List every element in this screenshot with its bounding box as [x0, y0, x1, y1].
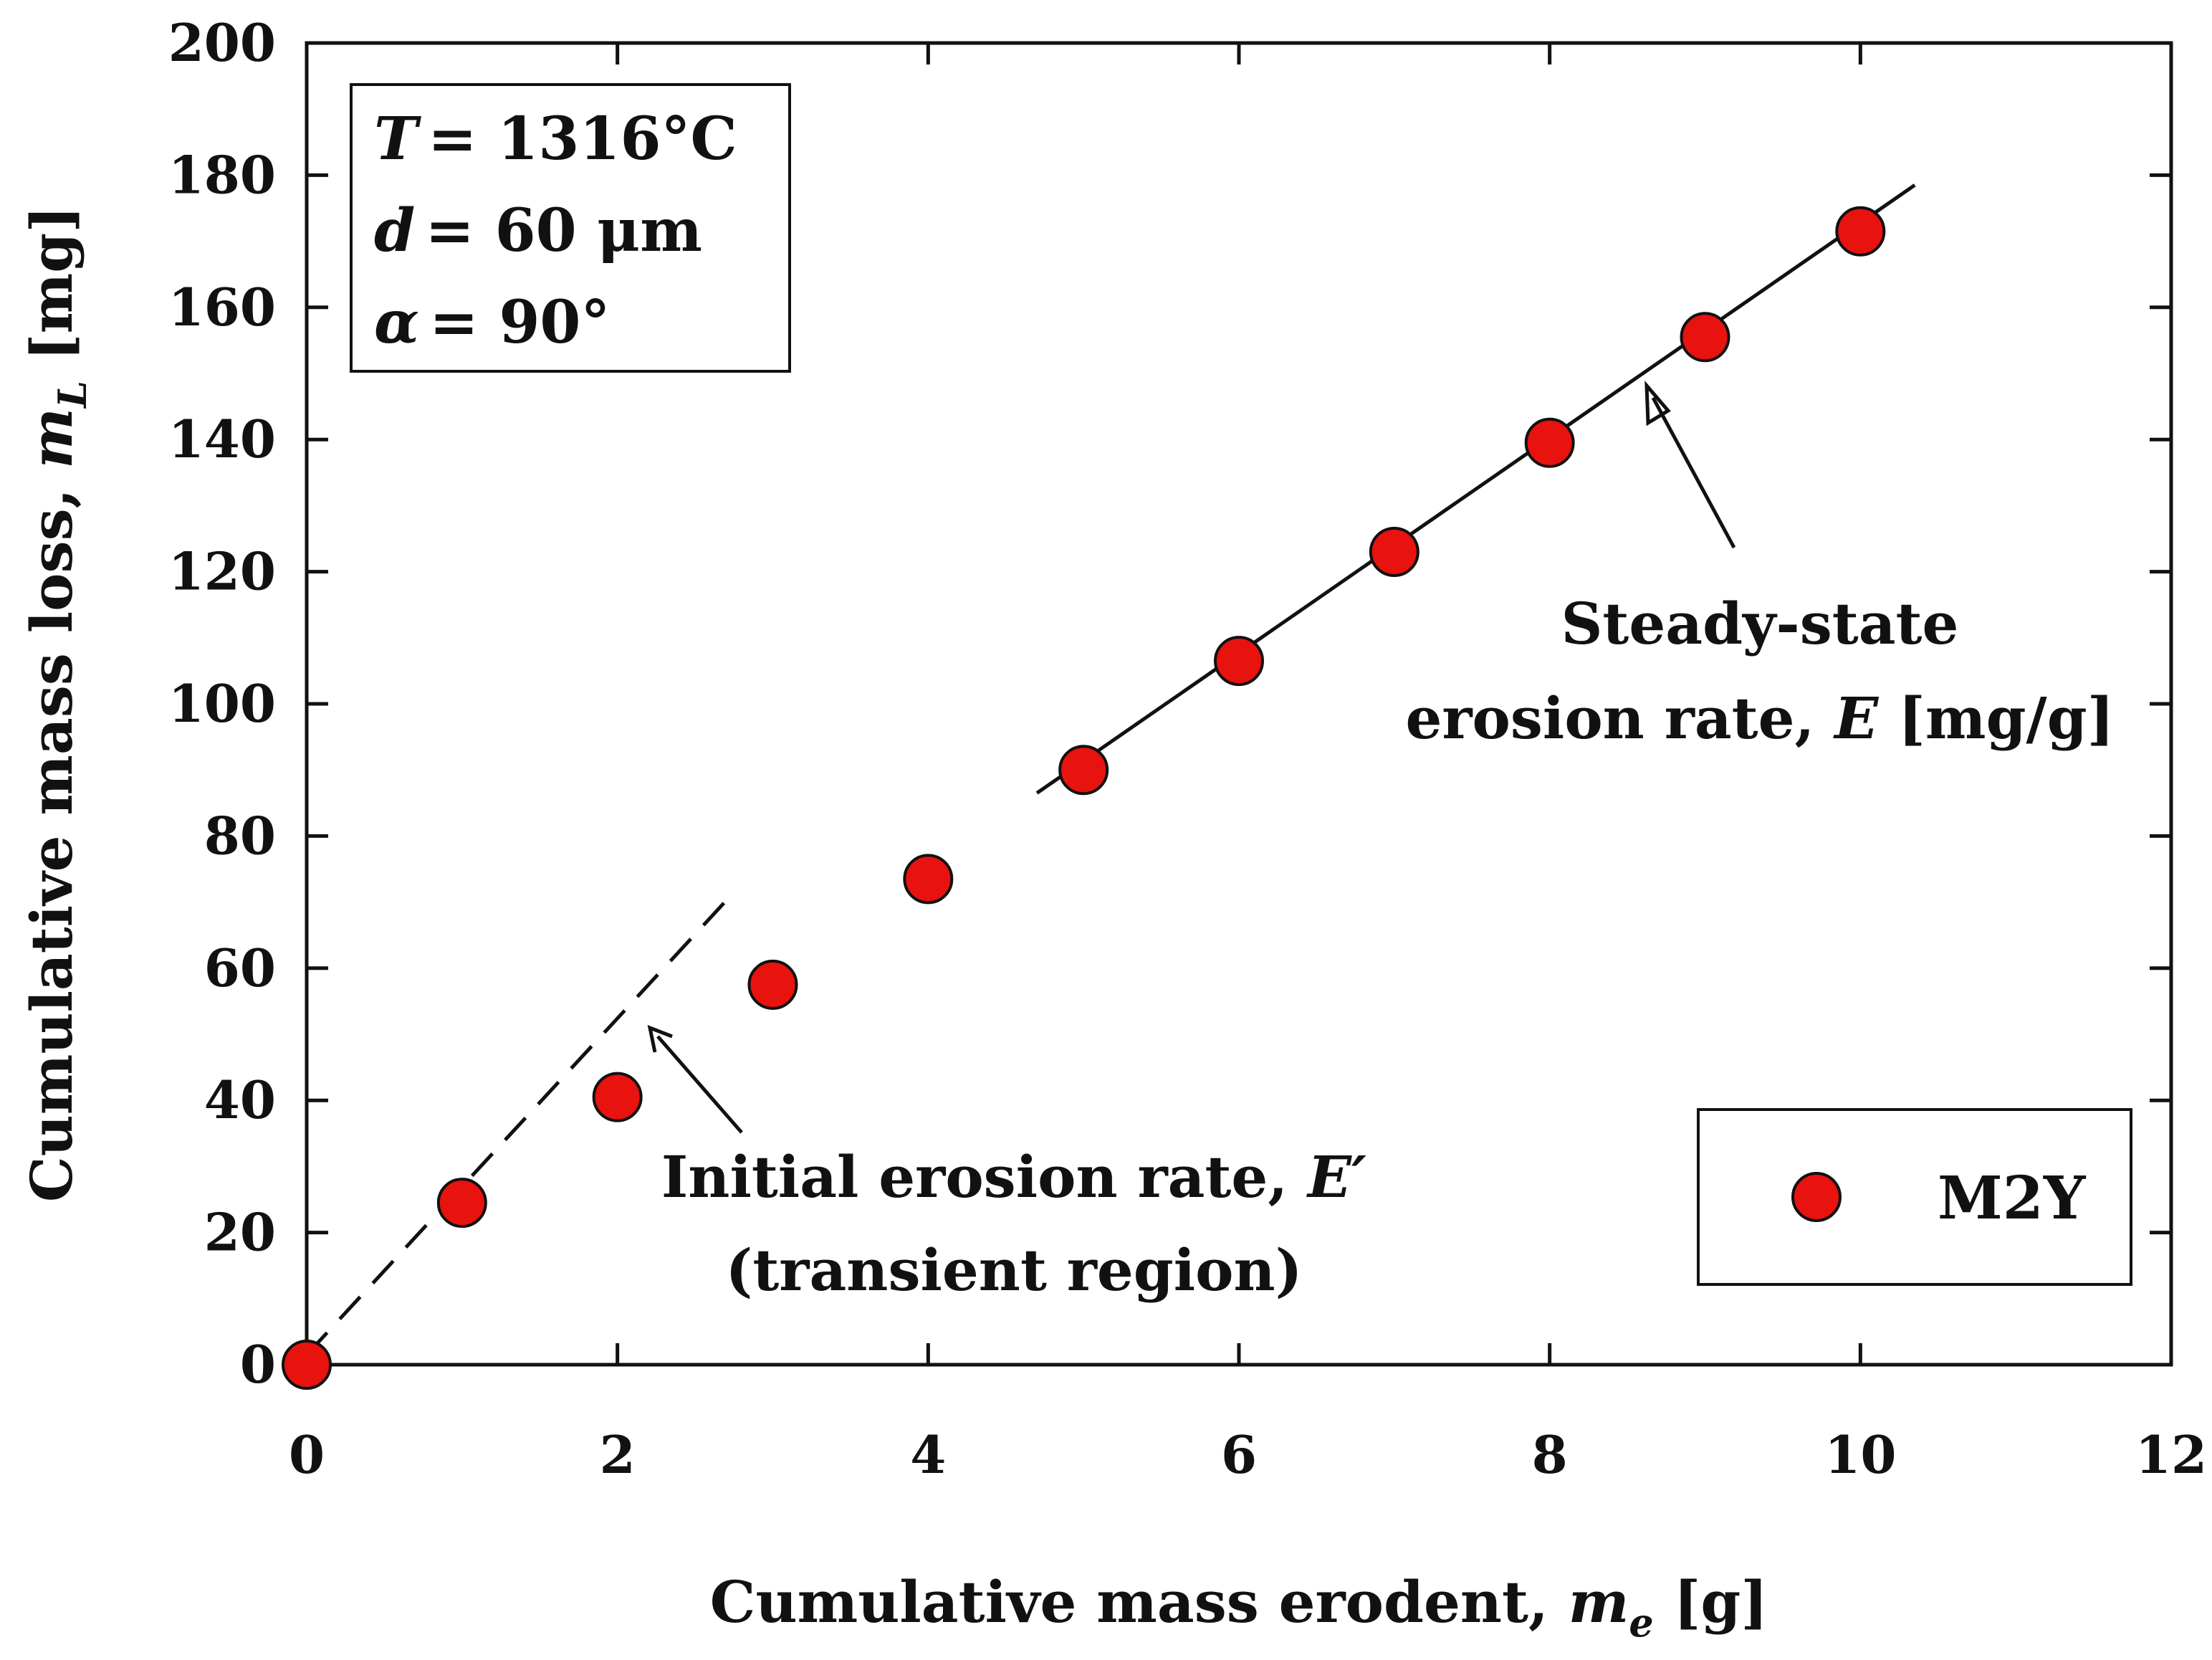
steady-state-arrow-head: [1644, 380, 1671, 426]
y-tick-label: 160: [168, 277, 276, 338]
x-axis-title: Cumulative mass erodent, me [g]: [710, 1568, 1768, 1646]
x-tick-label: 2: [600, 1424, 636, 1485]
y-tick-label: 20: [204, 1202, 276, 1263]
steady-state-fit-line: [1035, 183, 1916, 795]
condition-temperature: T = 1316°C: [374, 105, 737, 173]
arrows-layer: [647, 380, 1736, 1134]
initial-rate-arrow-head: [647, 1025, 673, 1053]
x-tick-label: 12: [2135, 1424, 2207, 1485]
initial-rate-arrow: [656, 1035, 743, 1134]
y-tick-label: 140: [168, 409, 276, 469]
data-point-m2y: [903, 854, 954, 905]
fit-lines-layer: [305, 183, 1916, 1356]
legend-marker-m2y: [1791, 1172, 1842, 1222]
y-axis-title: Cumulative mass loss, mL [mg]: [18, 206, 95, 1202]
data-point-m2y: [282, 1340, 332, 1390]
data-points-layer: [282, 206, 1886, 1390]
y-tick-label: 40: [204, 1069, 276, 1130]
x-tick-label: 4: [910, 1424, 946, 1485]
steady-state-annotation-line1: Steady-state: [1561, 590, 1959, 657]
legend-label-m2y: M2Y: [1938, 1164, 2087, 1233]
y-tick-label: 0: [240, 1334, 276, 1395]
y-tick-label: 100: [168, 673, 276, 734]
condition-angle: α = 90°: [374, 288, 610, 357]
condition-diameter: d = 60 μm: [374, 196, 702, 265]
data-point-m2y: [1835, 206, 1886, 257]
data-point-m2y: [747, 959, 798, 1010]
data-point-m2y: [1680, 312, 1730, 363]
data-point-m2y: [1214, 636, 1264, 687]
initial-rate-dashed-line: [305, 891, 736, 1356]
steady-state-arrow: [1651, 396, 1736, 549]
x-tick-label: 0: [289, 1424, 325, 1485]
steady-state-annotation-line2: erosion rate, E [mg/g]: [1405, 684, 2114, 752]
legend-box: [1697, 1108, 2132, 1286]
x-tick-label: 10: [1824, 1424, 1896, 1485]
data-point-m2y: [592, 1072, 643, 1122]
conditions-box: [350, 83, 791, 373]
data-point-m2y: [1369, 526, 1419, 577]
y-tick-label: 60: [204, 938, 276, 998]
y-tick-label: 120: [168, 541, 276, 602]
x-tick-label: 6: [1221, 1424, 1257, 1485]
y-tick-label: 200: [168, 12, 276, 73]
y-tick-label: 80: [204, 805, 276, 866]
data-point-m2y: [1524, 417, 1575, 468]
initial-rate-annotation-line1: Initial erosion rate, E′: [661, 1143, 1366, 1211]
x-tick-label: 8: [1532, 1424, 1568, 1485]
initial-rate-annotation-line2: (transient region): [726, 1236, 1303, 1304]
data-point-m2y: [436, 1178, 487, 1229]
y-tick-label: 180: [168, 144, 276, 205]
data-point-m2y: [1058, 745, 1109, 796]
